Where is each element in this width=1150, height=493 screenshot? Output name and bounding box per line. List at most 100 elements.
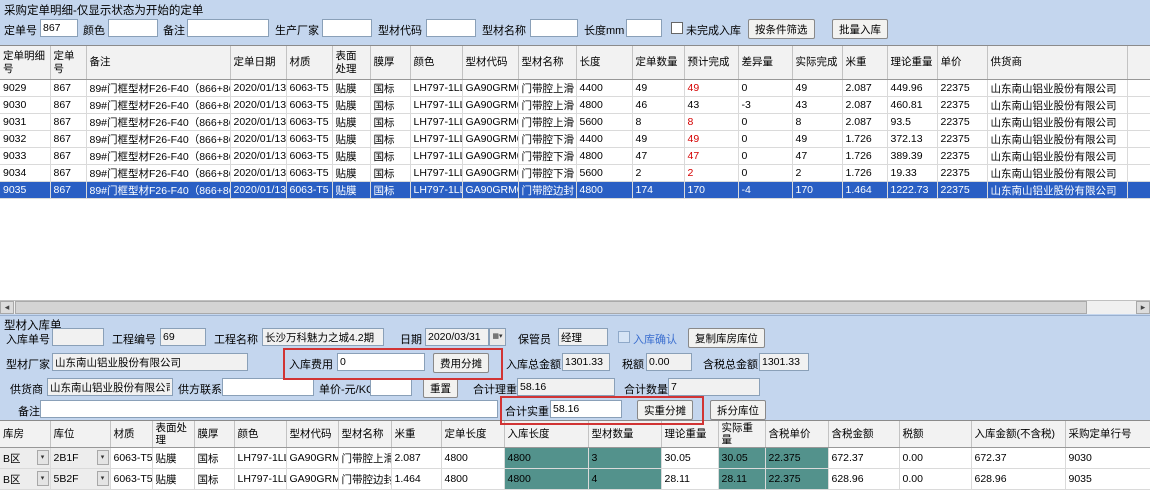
column-header[interactable]: 含税金额 — [828, 421, 900, 449]
combo-cell[interactable]: B区 ▾ — [0, 468, 51, 491]
weight-allocate-button[interactable]: 实重分摊 — [637, 400, 693, 420]
inbound-row[interactable]: B区▾2B1F▾6063-T5贴膜国标LH797-1LL0GA90GRM03门带… — [0, 447, 1150, 470]
column-header[interactable]: 表面处理 — [332, 46, 371, 80]
filter-by-condition-button[interactable]: 按条件筛选 — [748, 19, 815, 39]
inbound-fee-input[interactable] — [337, 353, 425, 371]
inbound-remark-input[interactable] — [40, 400, 498, 418]
column-header[interactable]: 米重 — [391, 421, 442, 449]
column-header[interactable]: 库房 — [0, 421, 51, 449]
order-row[interactable]: 902986789#门框型材F26-F40（866+867）2020/01/13… — [0, 79, 1150, 97]
combo-cell[interactable]: B区 ▾ — [0, 447, 51, 470]
order-row[interactable]: 903486789#门框型材F26-F40（866+867）2020/01/13… — [0, 164, 1150, 182]
combo-cell[interactable]: 2B1F ▾ — [50, 447, 111, 470]
column-header[interactable]: 理论重量 — [887, 46, 938, 80]
order-row[interactable]: 903086789#门框型材F26-F40（866+867）2020/01/13… — [0, 96, 1150, 114]
horizontal-scrollbar[interactable]: ◂ ▸ — [0, 300, 1150, 314]
split-location-button[interactable]: 拆分库位 — [710, 400, 766, 420]
column-header[interactable]: 型材代码 — [462, 46, 519, 80]
total-theory-weight-input[interactable] — [517, 378, 615, 396]
column-header[interactable]: 型材数量 — [588, 421, 662, 449]
column-header[interactable]: 材质 — [110, 421, 153, 449]
column-header[interactable]: 实际完成 — [792, 46, 843, 80]
column-header[interactable]: 差异量 — [738, 46, 793, 80]
column-header[interactable]: 型材代码 — [286, 421, 339, 449]
order-row[interactable]: 903586789#门框型材F26-F40（866+867）2020/01/13… — [0, 181, 1150, 199]
grid-cell: 贴膜 — [332, 79, 371, 97]
date-input[interactable] — [425, 328, 489, 346]
column-header[interactable]: 膜厚 — [194, 421, 235, 449]
project-no-input[interactable] — [160, 328, 206, 346]
column-header[interactable]: 膜厚 — [370, 46, 411, 80]
column-header[interactable]: 定单长度 — [441, 421, 505, 449]
inbound-total-input[interactable] — [562, 353, 610, 371]
column-header[interactable]: 单价 — [937, 46, 988, 80]
supplier-input[interactable] — [47, 378, 173, 396]
scrollbar-thumb[interactable] — [15, 301, 1087, 314]
scroll-left-icon[interactable]: ◂ — [0, 301, 14, 314]
profile-name-input[interactable] — [530, 19, 578, 37]
column-header[interactable]: 供货商 — [987, 46, 1128, 80]
grid-cell: 贴膜 — [152, 447, 195, 470]
chevron-down-icon[interactable]: ▾ — [36, 471, 49, 487]
total-qty-input[interactable] — [668, 378, 760, 396]
batch-inbound-button[interactable]: 批量入库 — [832, 19, 888, 39]
total-actual-weight-input[interactable] — [550, 400, 622, 418]
length-input[interactable] — [626, 19, 662, 37]
column-header[interactable]: 型材名称 — [338, 421, 392, 449]
column-header[interactable]: 型材名称 — [518, 46, 577, 80]
column-header[interactable]: 材质 — [286, 46, 333, 80]
column-header[interactable]: 颜色 — [410, 46, 463, 80]
column-header[interactable]: 入库长度 — [504, 421, 589, 449]
column-header[interactable]: 入库金额(不含税) — [971, 421, 1066, 449]
date-picker-button[interactable]: ▦▾ — [489, 328, 506, 346]
profile-factory-input[interactable] — [52, 353, 248, 371]
keeper-input[interactable] — [558, 328, 608, 346]
column-header[interactable]: 库位 — [50, 421, 111, 449]
unfinished-inbound-checkbox[interactable] — [671, 22, 683, 34]
order-row[interactable]: 903286789#门框型材F26-F40（866+867）2020/01/13… — [0, 130, 1150, 148]
total-with-tax-input[interactable] — [759, 353, 809, 371]
column-header[interactable]: 表面处理 — [152, 421, 195, 449]
order-row[interactable]: 903386789#门框型材F26-F40（866+867）2020/01/13… — [0, 147, 1150, 165]
column-header[interactable]: 颜色 — [234, 421, 287, 449]
column-header[interactable]: 含税单价 — [765, 421, 829, 449]
column-header[interactable]: 定单明细号 — [0, 46, 51, 80]
column-header[interactable]: 定单数量 — [632, 46, 685, 80]
column-header[interactable]: 采购定单行号 — [1065, 421, 1150, 449]
column-header[interactable]: 理论重量 — [661, 421, 719, 449]
order-row[interactable]: 903186789#门框型材F26-F40（866+867）2020/01/13… — [0, 113, 1150, 131]
column-header[interactable]: 备注 — [86, 46, 231, 80]
reset-button[interactable]: 重置 — [423, 378, 458, 398]
chevron-down-icon[interactable]: ▾ — [96, 471, 109, 487]
chevron-down-icon[interactable]: ▾ — [96, 450, 109, 466]
column-header[interactable] — [1127, 46, 1150, 80]
grid-cell: LH797-1LL0 — [410, 79, 463, 97]
column-header[interactable]: 实际重量 — [718, 421, 766, 449]
column-header[interactable]: 定单日期 — [230, 46, 287, 80]
grid-cell: 2020/01/13 — [230, 181, 287, 199]
scroll-right-icon[interactable]: ▸ — [1136, 301, 1150, 314]
project-name-input[interactable] — [262, 328, 384, 346]
unit-price-input[interactable] — [370, 378, 412, 396]
copy-location-button[interactable]: 复制库房库位 — [688, 328, 765, 348]
profile-code-input[interactable] — [426, 19, 476, 37]
column-header[interactable]: 米重 — [842, 46, 888, 80]
grid-cell: 山东南山铝业股份有限公司 — [987, 181, 1128, 199]
inbound-row[interactable]: B区▾5B2F▾6063-T5贴膜国标LH797-1LL0GA90GRM05门带… — [0, 468, 1150, 491]
column-header[interactable]: 长度 — [576, 46, 633, 80]
supplier-contact-input[interactable] — [222, 378, 314, 396]
tax-input[interactable] — [646, 353, 692, 371]
manufacturer-input[interactable] — [322, 19, 372, 37]
order-no-input[interactable] — [40, 19, 78, 37]
column-header[interactable]: 税额 — [899, 421, 972, 449]
chevron-down-icon[interactable]: ▾ — [36, 450, 49, 466]
column-header[interactable]: 定单号 — [50, 46, 87, 80]
inbound-no-input[interactable] — [52, 328, 104, 346]
grid-cell: 5600 — [576, 113, 633, 131]
color-input[interactable] — [108, 19, 158, 37]
inbound-confirm-checkbox[interactable] — [618, 331, 630, 343]
fee-allocate-button[interactable]: 费用分摊 — [433, 353, 489, 373]
combo-cell[interactable]: 5B2F ▾ — [50, 468, 111, 491]
remark-input[interactable] — [187, 19, 269, 37]
column-header[interactable]: 预计完成 — [684, 46, 739, 80]
